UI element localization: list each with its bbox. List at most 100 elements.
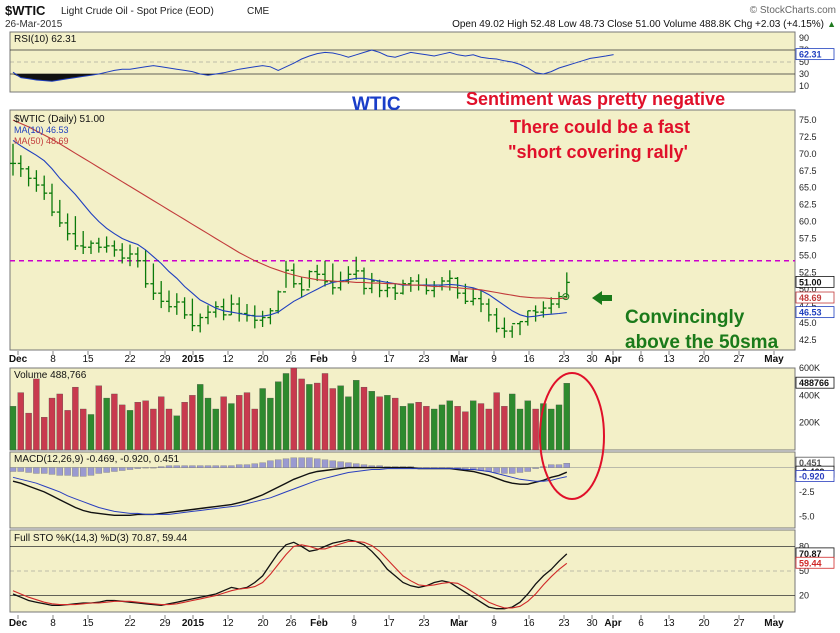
price-x-axis-label: 23 [418,354,430,365]
macd-histogram-bar [314,458,321,468]
annotation-short-covering-2: "short covering rally' [508,142,688,162]
brand-watermark: © StockCharts.com [750,5,836,16]
price-tick-label: 67.5 [799,166,817,176]
volume-bar [158,396,165,451]
stochastic-title: Full STO %K(14,3) %D(3) 70.87, 59.44 [14,533,188,544]
bottom-x-axis-label: 12 [222,618,234,629]
macd-histogram-bar [516,467,524,473]
price-x-axis-label: 9 [351,354,357,365]
macd-histogram-bar [321,459,329,468]
volume-bar [501,406,508,451]
volume-bar [9,406,17,451]
macd-histogram-bar [275,459,282,468]
volume-bar [111,393,118,451]
volume-bar [220,396,227,451]
ma50-line [12,119,567,300]
stochastic-k-last: 70.87 [799,549,822,559]
volume-bar [563,383,570,451]
price-tick-label: 62.5 [799,200,817,210]
macd-histogram-bar [462,467,469,469]
macd-histogram-bar [72,467,79,477]
volume-bar [126,410,134,451]
volume-bar [103,397,110,451]
volume-bar [462,411,469,451]
volume-bar [142,400,149,451]
volume-bar [134,402,141,451]
macd-histogram-bar [306,457,313,468]
macd-histogram-bar [243,464,251,468]
price-x-axis-label: Feb [310,354,328,365]
volume-bar [48,397,56,451]
bottom-x-axis-label: 17 [383,618,395,629]
rsi-line [12,49,614,82]
volume-bar [314,382,321,451]
price-x-axis-label: 26 [285,354,297,365]
volume-bar [189,395,196,451]
bottom-x-axis-label: 9 [491,618,497,629]
ohlc-summary: Open 49.02 High 52.48 Low 48.73 Close 51… [452,19,824,30]
macd-histogram-bar [563,463,570,468]
volume-bar [337,385,344,451]
volume-bar [384,395,391,451]
macd-histogram-bar [134,467,141,469]
volume-bar [95,385,102,451]
volume-bar [56,393,63,451]
price-last-value: 51.00 [799,277,822,287]
macd-histogram-bar [329,460,336,468]
bottom-x-axis-label: Feb [310,618,328,629]
annotation-sentiment: Sentiment was pretty negative [466,89,725,109]
ma50-last-value-box [795,291,835,304]
bottom-x-axis-label: 23 [558,618,570,629]
volume-bar [204,397,212,451]
bottom-x-axis-label: 13 [663,618,675,629]
volume-bar [392,397,399,451]
volume-bar [555,404,563,451]
volume-bar [197,384,204,451]
volume-bar [290,367,297,451]
price-x-axis-label: 9 [491,354,497,365]
volume-bar [415,402,422,451]
price-last-value-box [795,275,835,288]
volume-bar [267,397,274,451]
price-tick-label: 50.0 [799,284,817,294]
exchange-label: CME [247,6,270,17]
macd-histogram-bar [220,465,227,468]
ma10-legend: MA(10) 46.53 [14,125,69,135]
volume-bar [532,408,539,451]
macd-histogram-bar [509,467,516,474]
macd-histogram-bar [259,462,266,468]
macd-histogram-bar [298,457,305,468]
volume-bar [368,391,375,451]
volume-bar [407,403,414,451]
macd-histogram-bar [87,467,95,476]
rsi-oversold-fill [13,74,614,82]
ma50-last-value: 48.69 [799,293,822,303]
macd-histogram-bar [501,467,508,474]
macd-histogram-bar [228,465,235,468]
macd-histogram-bar [493,467,500,473]
ma10-last-value: 46.53 [799,308,822,318]
macd-histogram-bar [142,467,149,469]
rsi-last-value: 62.31 [799,50,822,60]
bottom-x-axis-label: 30 [586,618,598,629]
volume-bar [399,406,407,451]
annotation-short-covering-1: There could be a fast [510,117,690,137]
macd-histogram-bar [345,462,352,468]
macd-histogram-bar [173,465,180,468]
volume-tick-label: 400K [799,390,820,400]
rsi-title: RSI(10) 62.31 [14,34,77,45]
stochastic-tick-label: 20 [799,591,809,601]
macd-histogram-bar [25,467,32,473]
volume-bar [150,408,157,451]
macd-histogram-bar [17,467,24,472]
annotation-convincingly-1: Convincingly [625,307,745,328]
macd-histogram-bar [103,467,110,473]
volume-bar [228,403,235,451]
macd-histogram-bar [33,467,40,474]
bottom-x-axis-label: May [764,618,784,629]
price-x-axis-label: 17 [383,354,395,365]
macd-histogram-bar [212,465,219,468]
volume-tick-label: 200K [799,418,820,428]
price-tick-label: 57.5 [799,233,817,243]
